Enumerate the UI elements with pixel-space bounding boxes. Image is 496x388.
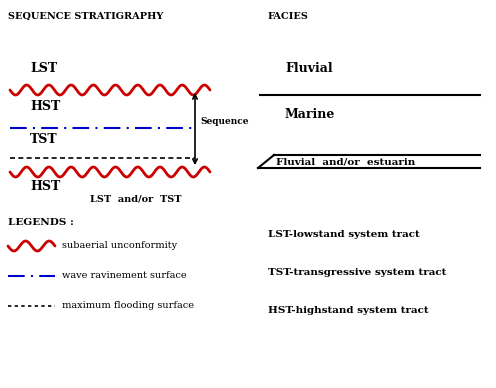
Text: LST-lowstand system tract: LST-lowstand system tract xyxy=(268,230,420,239)
Text: SEQUENCE STRATIGRAPHY: SEQUENCE STRATIGRAPHY xyxy=(8,12,163,21)
Text: maximum flooding surface: maximum flooding surface xyxy=(62,301,194,310)
Text: LST  and/or  TST: LST and/or TST xyxy=(90,195,182,204)
Text: subaerial unconformity: subaerial unconformity xyxy=(62,241,177,251)
Text: FACIES: FACIES xyxy=(268,12,309,21)
Text: wave ravinement surface: wave ravinement surface xyxy=(62,272,186,281)
Text: Fluvial  and/or  estuarin: Fluvial and/or estuarin xyxy=(276,158,415,166)
Text: TST: TST xyxy=(30,133,58,146)
Text: HST-highstand system tract: HST-highstand system tract xyxy=(268,306,429,315)
Text: TST-transgressive system tract: TST-transgressive system tract xyxy=(268,268,446,277)
Text: Fluvial: Fluvial xyxy=(285,62,333,75)
Text: HST: HST xyxy=(30,100,60,113)
Text: Marine: Marine xyxy=(285,108,335,121)
Text: HST: HST xyxy=(30,180,60,193)
Text: LST: LST xyxy=(30,62,57,75)
Text: LEGENDS :: LEGENDS : xyxy=(8,218,74,227)
Text: Sequence: Sequence xyxy=(200,118,248,126)
